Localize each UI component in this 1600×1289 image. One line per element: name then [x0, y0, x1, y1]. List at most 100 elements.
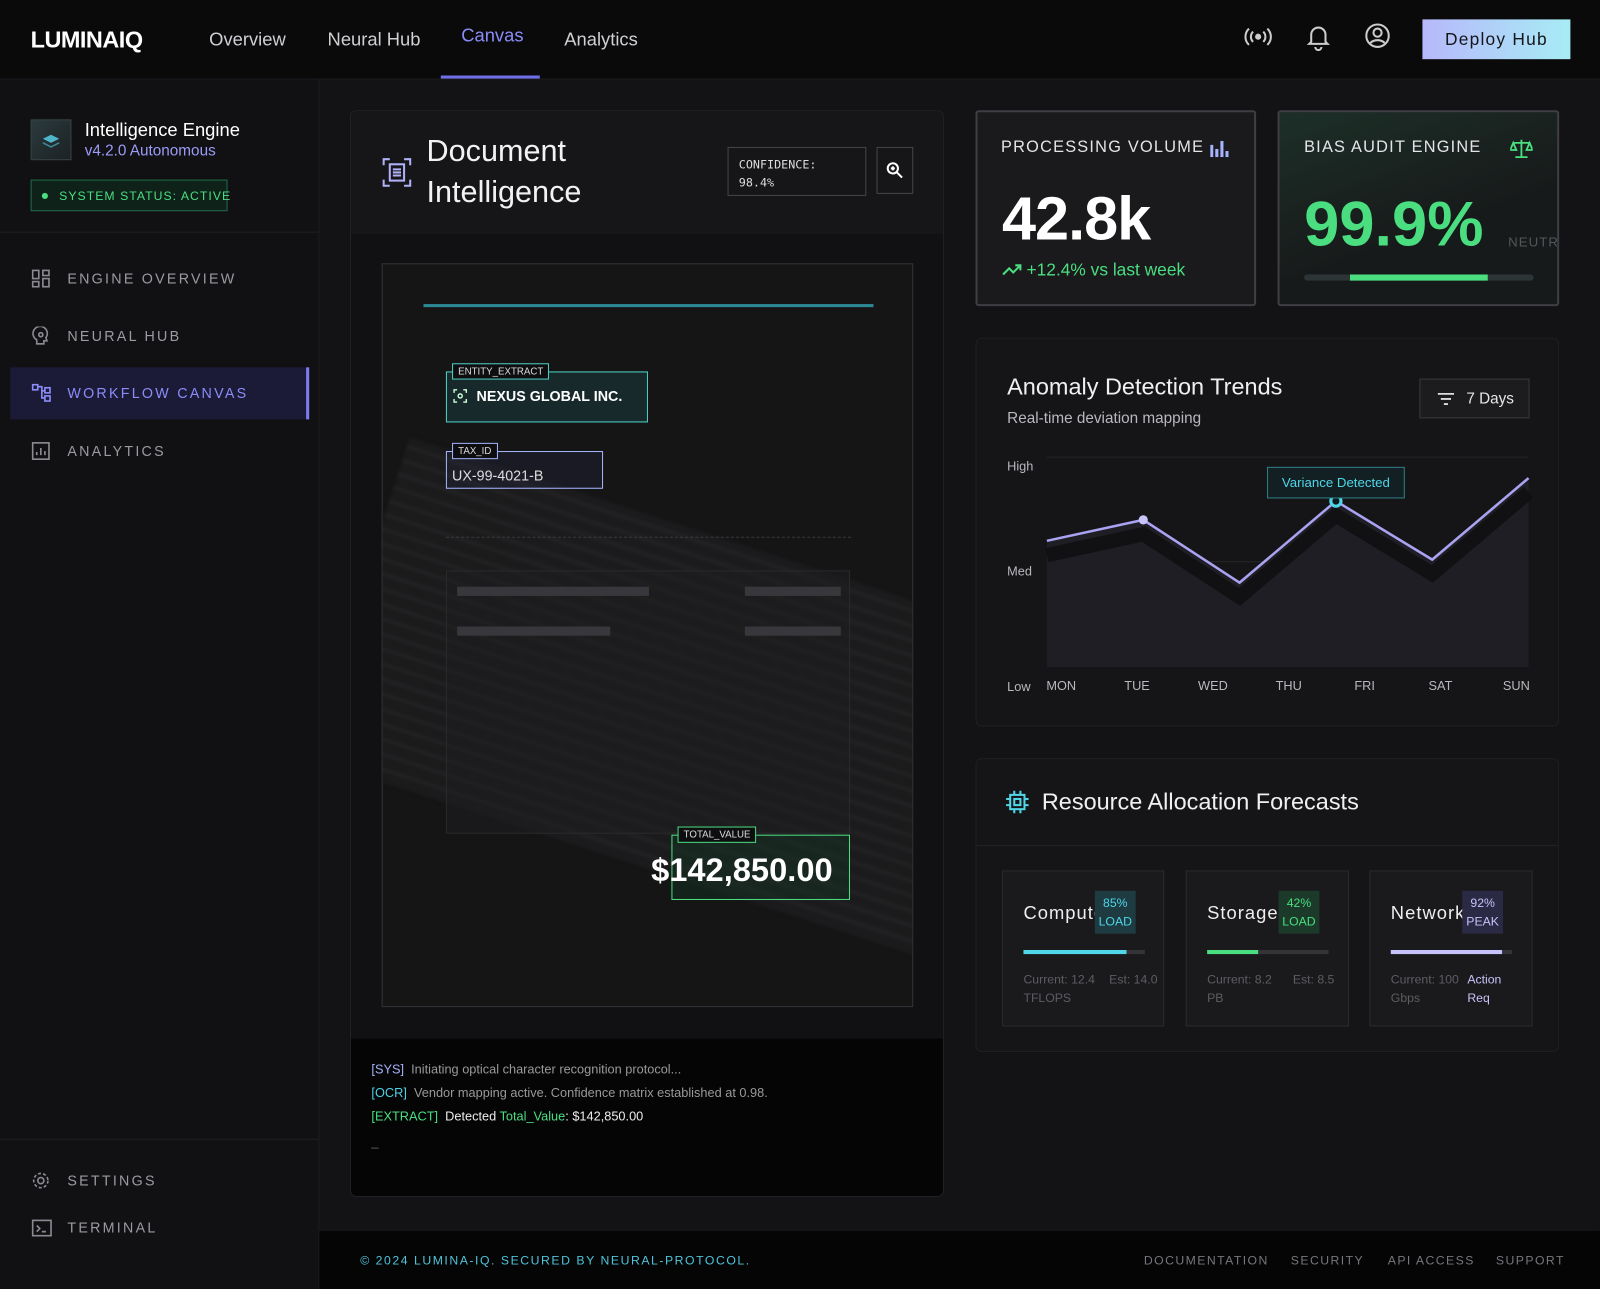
scan-icon — [382, 158, 412, 187]
resource-estimate: Est: 14.0 — [1109, 972, 1158, 987]
metric-tag: NEUTRAL — [1508, 234, 1559, 250]
metric-change: +12.4% vs last week — [1026, 260, 1186, 280]
log-text: Detected — [445, 1109, 497, 1124]
point — [1138, 515, 1148, 525]
resource-track — [1207, 949, 1329, 955]
placeholder — [744, 626, 841, 636]
resource-current: Current: 8.2 PB — [1207, 972, 1272, 1006]
sidebar-link[interactable]: NEURAL HUB — [67, 327, 182, 344]
footer-link[interactable]: DOCUMENTATION — [1143, 1253, 1269, 1268]
divider — [0, 231, 319, 233]
metric-value: 99.9% — [1304, 189, 1484, 260]
entity-tag: TAX_ID — [452, 442, 498, 460]
bell-icon[interactable] — [1306, 22, 1331, 51]
log-line: [OCR] Vendor mapping active. Confidence … — [371, 1086, 767, 1100]
x-tick-label: WED — [1198, 678, 1228, 693]
nav-underline — [440, 75, 540, 79]
trend-icon — [1002, 264, 1022, 276]
logo[interactable]: LUMINAIQ — [30, 26, 143, 53]
log-tag: [EXTRACT] — [371, 1109, 439, 1124]
sidebar: Intelligence Engine v4.2.0 Autonomous SY… — [0, 79, 320, 1289]
chart-subtitle: Real-time deviation mapping — [1007, 409, 1202, 428]
status-text: SYSTEM STATUS: ACTIVE — [59, 188, 232, 204]
log-rest: : $142,850.00 — [565, 1109, 644, 1124]
footer-link[interactable]: API ACCESS — [1387, 1253, 1475, 1268]
entity-value: UX-99-4021-B — [452, 467, 544, 484]
log-tag: [OCR] — [371, 1085, 407, 1100]
top-bar: LUMINAIQ Overview Neural Hub Canvas Anal… — [0, 0, 1600, 80]
workflow-icon — [31, 383, 51, 402]
log-text: Vendor mapping active. Confidence matrix… — [413, 1085, 768, 1100]
resource-name: Compute — [1023, 902, 1106, 923]
copyright: © 2024 LUMINA-IQ. SECURED BY NEURAL-PROT… — [360, 1253, 751, 1268]
x-tick-label: THU — [1276, 678, 1302, 693]
nav-link[interactable]: Overview — [209, 29, 286, 50]
resources-title: Resource Allocation Forecasts — [1041, 788, 1359, 815]
x-tick-label: SUN — [1503, 678, 1530, 693]
sidebar-link[interactable]: TERMINAL — [67, 1219, 158, 1236]
confidence-label: CONFIDENCE: — [738, 157, 817, 172]
document-title: Document Intelligence — [426, 134, 582, 210]
entity-tag: ENTITY_EXTRACT — [452, 363, 550, 380]
scale-icon — [1510, 139, 1533, 159]
sidebar-link[interactable]: ANALYTICS — [67, 442, 166, 460]
placeholder — [457, 586, 649, 596]
dashed-divider — [445, 536, 852, 538]
footer-link[interactable]: SUPPORT — [1495, 1253, 1565, 1268]
sidebar-link[interactable]: ENGINE OVERVIEW — [67, 270, 237, 287]
footer: © 2024 LUMINA-IQ. SECURED BY NEURAL-PROT… — [319, 1229, 1600, 1289]
document-header — [351, 111, 943, 235]
active-indicator — [306, 367, 310, 420]
resource-current: Current: 12.4 TFLOPS — [1023, 972, 1095, 1006]
log-tag: [SYS] — [371, 1062, 405, 1077]
broadcast-icon[interactable] — [1243, 24, 1274, 48]
deploy-button[interactable]: Deploy Hub — [1422, 19, 1571, 60]
anomaly-card: Anomaly Detection Trends Real-time devia… — [975, 337, 1560, 727]
nav-link-active[interactable]: Canvas — [461, 24, 524, 46]
x-tick-label: MON — [1046, 678, 1076, 693]
filter-icon — [1437, 392, 1455, 405]
resource-percent: 92% — [1470, 895, 1495, 911]
resource-badge: 42% LOAD — [1278, 890, 1320, 934]
bars-icon — [1210, 140, 1229, 158]
chip-icon — [1006, 790, 1029, 814]
resource-bar — [1390, 949, 1503, 955]
entity-box[interactable] — [445, 371, 648, 423]
line-chart: Low Med High Variance Detected MON TUE WED THU F… — [1007, 456, 1534, 694]
footer-link[interactable]: SECURITY — [1290, 1253, 1365, 1268]
sidebar-link[interactable]: SETTINGS — [67, 1172, 157, 1189]
profile-icon[interactable] — [1364, 22, 1391, 49]
resource-track — [1390, 949, 1513, 955]
line — [1046, 477, 1530, 585]
resource-status: LOAD — [1282, 914, 1316, 929]
log-line: [EXTRACT] Detected Total_Value: $142,850… — [371, 1109, 643, 1123]
resource-card: Compute 85% LOAD Current: 12.4 TFLOPS Est: 1… — [1002, 870, 1165, 1027]
nav-link[interactable]: Analytics — [564, 29, 638, 50]
area — [1046, 478, 1529, 667]
metric-value: 42.8k — [1002, 184, 1151, 253]
resource-card: Network 92% PEAK Current: 100 Gbps Action Re… — [1369, 870, 1533, 1027]
table-region — [445, 570, 850, 834]
resource-track — [1023, 949, 1145, 955]
resource-bar — [1207, 949, 1259, 955]
y-tick-label: High — [1007, 459, 1033, 474]
terminal-icon — [31, 1219, 52, 1237]
resource-current: Current: 100 Gbps — [1390, 972, 1459, 1006]
entity-tag: TOTAL_VALUE — [677, 826, 757, 843]
overview-icon — [31, 269, 50, 288]
annotation: Variance Detected — [1282, 475, 1390, 490]
cursor: _ — [371, 1134, 379, 1149]
zoom-button[interactable] — [876, 146, 914, 194]
filter-label: 7 Days — [1466, 390, 1514, 408]
log-line: [SYS] Initiating optical character recog… — [371, 1062, 681, 1076]
nav-link[interactable]: Neural Hub — [327, 29, 421, 50]
processing-card: PROCESSING VOLUME 42.8k +12.4% vs last w… — [975, 110, 1257, 307]
chart-title: Anomaly Detection Trends — [1007, 372, 1283, 400]
sidebar-link-active[interactable]: WORKFLOW CANVAS — [67, 384, 249, 402]
filter-button[interactable]: 7 Days — [1419, 378, 1530, 419]
entity-box[interactable] — [671, 834, 850, 900]
annotation-box — [1267, 466, 1405, 499]
resource-status: LOAD — [1098, 914, 1132, 929]
entity-value: $142,850.00 — [651, 851, 833, 889]
